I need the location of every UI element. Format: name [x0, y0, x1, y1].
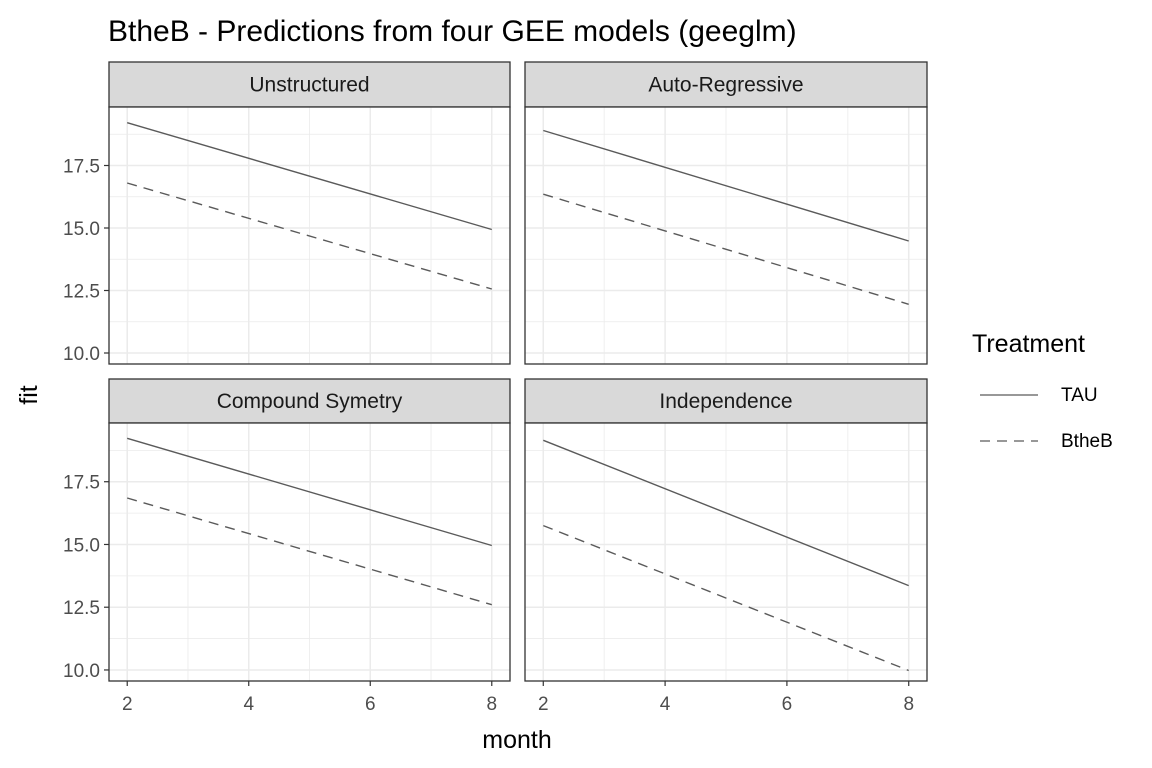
panel-3: Compound Symetry	[108, 378, 511, 682]
series-line-tau	[543, 439, 909, 587]
series-line-btheb	[543, 193, 909, 305]
y-tick-label: 17.5	[63, 157, 100, 178]
y-tick-label: 10.0	[63, 344, 100, 365]
y-tick-label: 12.5	[63, 598, 100, 619]
x-tick-label: 6	[782, 694, 793, 715]
x-tick-label: 6	[365, 694, 376, 715]
x-axis-title: month	[482, 726, 551, 754]
y-tick-label: 17.5	[63, 473, 100, 494]
x-tick-label: 2	[538, 694, 549, 715]
panel-border	[108, 106, 511, 365]
x-tick-label: 8	[486, 694, 497, 715]
panel-border	[108, 422, 511, 682]
facet-panels: Unstructured Auto-Regressive Compound Syme…	[108, 61, 928, 682]
chart-title: BtheB - Predictions from four GEE models…	[108, 15, 797, 48]
strip-label-3: Compound Symetry	[217, 390, 403, 413]
legend-title: Treatment	[972, 330, 1085, 358]
series-line-btheb	[127, 497, 492, 606]
strip-4	[524, 378, 928, 424]
legend-label-tau: TAU	[1061, 385, 1098, 406]
legend-label-btheb: BtheB	[1061, 431, 1113, 452]
x-tick-label: 4	[243, 694, 254, 715]
panel-border	[524, 106, 928, 365]
series-line-tau	[127, 122, 492, 231]
y-tick-label: 15.0	[63, 535, 100, 556]
series-line-tau	[127, 437, 492, 547]
legend: Treatment TAU BtheB	[972, 330, 1113, 452]
panel-border	[524, 422, 928, 682]
x-tick-label: 8	[903, 694, 914, 715]
panel-2: Auto-Regressive	[524, 61, 928, 365]
y-tick-label: 10.0	[63, 661, 100, 682]
y-tick-label: 15.0	[63, 219, 100, 240]
panel-4: Independence	[524, 378, 928, 682]
x-axis: 2 4 6 8 2 4 6 8	[122, 681, 914, 715]
strip-label-2: Auto-Regressive	[648, 74, 803, 97]
y-axis-title: fit	[15, 385, 43, 405]
series-line-tau	[543, 129, 909, 242]
y-axis: 10.0 12.5 15.0 17.5 10.0 12.5 15.0 17.5	[63, 157, 109, 682]
series-line-btheb	[543, 524, 909, 672]
strip-label-1: Unstructured	[249, 74, 369, 97]
series-line-btheb	[127, 182, 492, 290]
x-tick-label: 2	[122, 694, 133, 715]
strip-label-4: Independence	[659, 390, 792, 413]
x-tick-label: 4	[660, 694, 671, 715]
y-tick-label: 12.5	[63, 282, 100, 303]
panel-1: Unstructured	[108, 61, 511, 365]
strip-1	[108, 61, 511, 108]
strip-3	[108, 378, 511, 424]
strip-2	[524, 61, 928, 108]
